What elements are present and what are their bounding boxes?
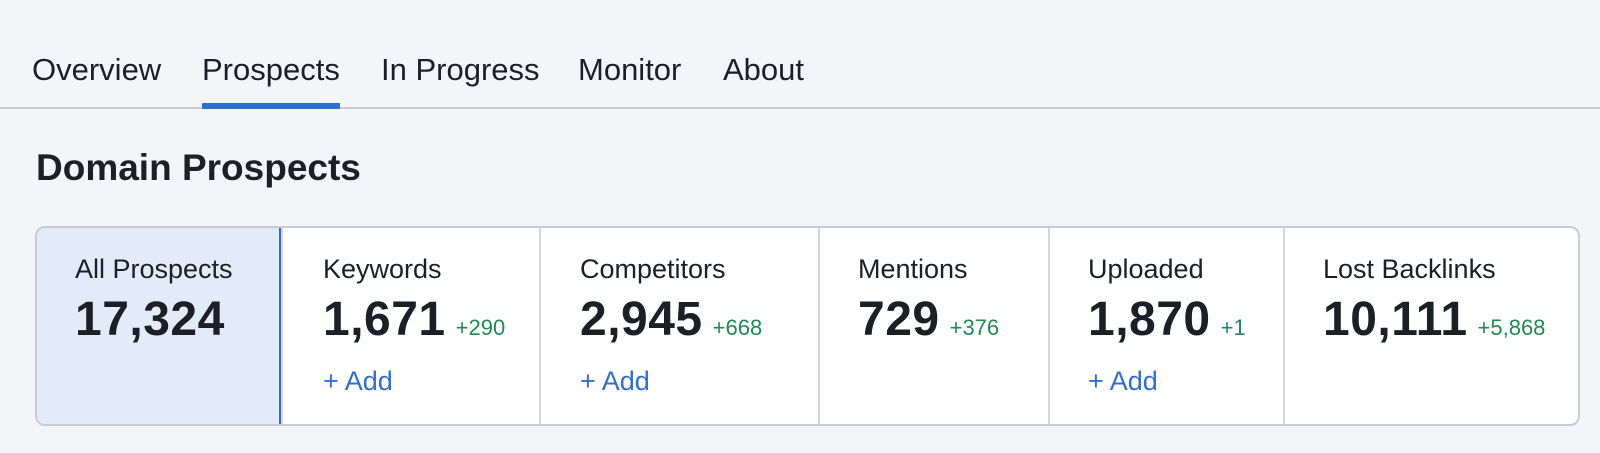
tab-prospects[interactable]: Prospects xyxy=(202,50,340,109)
card-delta: +668 xyxy=(712,315,763,340)
card-value-row: 1,870 +1 xyxy=(1088,290,1246,350)
card-label: Mentions xyxy=(858,254,968,284)
add-competitors-button[interactable]: + Add xyxy=(580,366,650,396)
card-value: 17,324 xyxy=(75,293,225,346)
card-competitors[interactable]: Competitors 2,945 +668 + Add xyxy=(539,228,818,424)
card-keywords[interactable]: Keywords 1,671 +290 + Add xyxy=(281,228,539,424)
card-value-row: 1,671 +290 xyxy=(323,290,505,350)
card-label: Keywords xyxy=(323,254,442,284)
card-all-prospects[interactable]: All Prospects 17,324 xyxy=(37,228,281,424)
card-label: Uploaded xyxy=(1088,254,1204,284)
card-value: 1,870 xyxy=(1088,293,1211,346)
card-value: 10,111 xyxy=(1323,293,1468,346)
tab-about[interactable]: About xyxy=(723,52,805,87)
card-delta: +5,868 xyxy=(1477,315,1546,340)
card-uploaded[interactable]: Uploaded 1,870 +1 + Add xyxy=(1048,228,1283,424)
card-label: Lost Backlinks xyxy=(1323,254,1496,284)
card-value: 1,671 xyxy=(323,293,446,346)
card-value-row: 10,111 +5,868 xyxy=(1323,290,1545,350)
tab-bar: Overview Prospects In Progress Monitor A… xyxy=(0,0,1600,109)
card-delta: +376 xyxy=(949,315,1000,340)
card-label: Competitors xyxy=(580,254,726,284)
page-title: Domain Prospects xyxy=(36,147,361,188)
card-value: 729 xyxy=(858,293,940,346)
add-uploaded-button[interactable]: + Add xyxy=(1088,366,1158,396)
prospect-cards: All Prospects 17,324 Keywords 1,671 +290 … xyxy=(35,226,1580,426)
card-delta: +290 xyxy=(455,315,506,340)
card-value-row: 2,945 +668 xyxy=(580,290,762,350)
card-lost-backlinks[interactable]: Lost Backlinks 10,111 +5,868 xyxy=(1283,228,1578,424)
card-value-row: 17,324 xyxy=(75,290,225,350)
tab-overview[interactable]: Overview xyxy=(32,52,162,87)
card-value: 2,945 xyxy=(580,293,703,346)
card-mentions[interactable]: Mentions 729 +376 xyxy=(818,228,1048,424)
card-value-row: 729 +376 xyxy=(858,290,999,350)
tab-in-progress[interactable]: In Progress xyxy=(381,52,540,87)
add-keywords-button[interactable]: + Add xyxy=(323,366,393,396)
card-label: All Prospects xyxy=(75,254,233,284)
card-delta: +1 xyxy=(1220,315,1246,340)
tab-monitor[interactable]: Monitor xyxy=(578,52,682,87)
